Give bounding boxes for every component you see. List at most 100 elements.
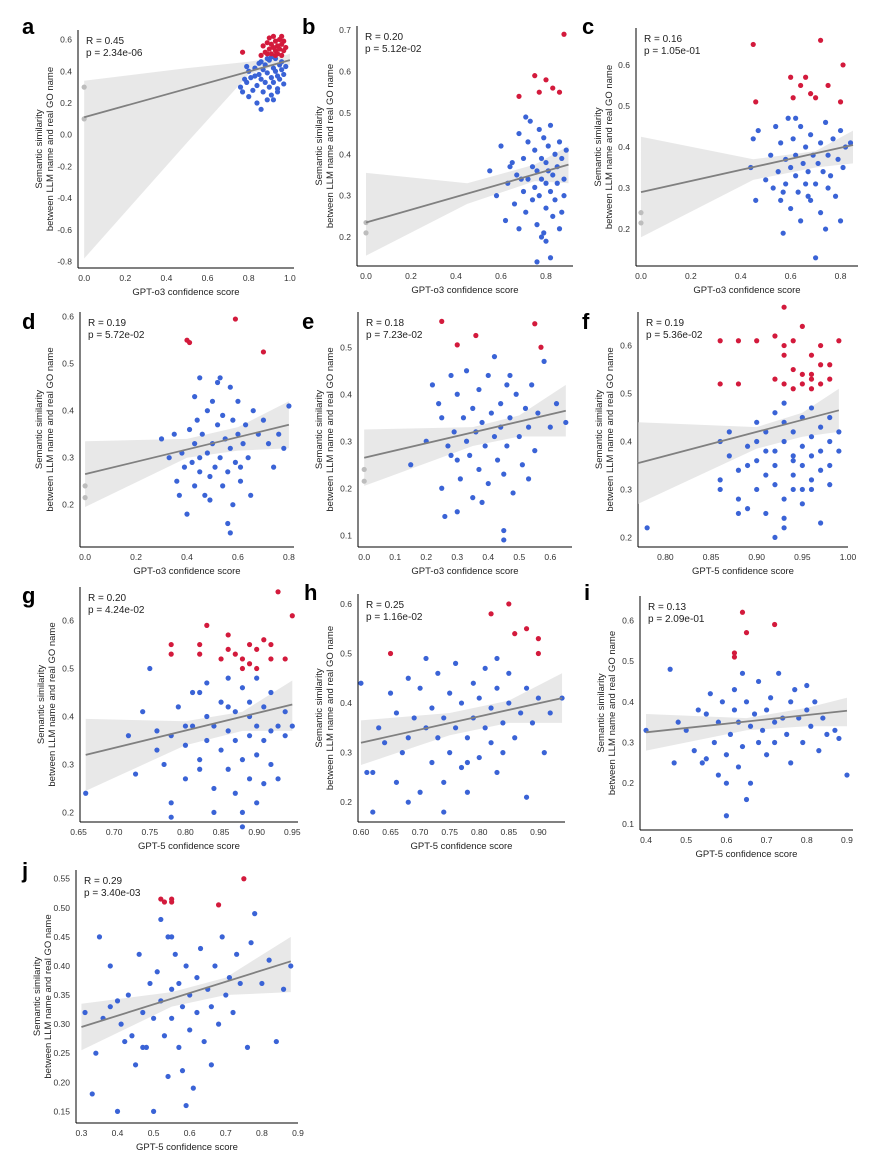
x-axis-label: GPT-5 confidence score	[138, 841, 240, 852]
data-point	[827, 414, 833, 421]
data-point	[175, 704, 181, 710]
highlight-point	[803, 74, 809, 80]
x-tick-label: 0.0	[358, 552, 370, 562]
data-point	[835, 156, 841, 162]
y-tick-label: 0.5	[62, 664, 74, 674]
data-point	[204, 450, 210, 456]
data-point	[239, 824, 246, 830]
data-point	[507, 164, 513, 170]
data-point	[711, 739, 717, 746]
highlight-point	[772, 333, 778, 339]
data-point	[254, 82, 260, 89]
data-point	[667, 666, 673, 672]
data-point	[559, 209, 565, 215]
data-point	[824, 731, 830, 737]
data-point	[805, 169, 811, 175]
confidence-band	[364, 384, 566, 486]
x-tick-label: 0.6	[495, 271, 507, 281]
data-point	[510, 490, 516, 496]
data-point	[197, 469, 203, 475]
data-point	[808, 486, 815, 493]
data-point	[282, 709, 288, 715]
y-tick-label: 0.4	[60, 66, 72, 76]
highlight-point	[387, 650, 394, 657]
data-point	[830, 136, 836, 142]
r-value: R = 0.45	[86, 36, 125, 47]
data-point	[703, 711, 709, 717]
y-axis-label: Semantic similaritybetween LLM name and …	[594, 347, 616, 511]
data-point	[246, 733, 253, 739]
data-point	[836, 448, 842, 454]
y-tick-label: 0.30	[53, 1019, 70, 1029]
data-point	[695, 707, 701, 713]
data-point	[382, 740, 388, 746]
data-point	[726, 429, 732, 435]
data-point	[808, 434, 815, 440]
excluded-point	[638, 220, 644, 226]
data-point	[812, 255, 819, 261]
y-axis-label-line: Semantic similarity	[596, 673, 607, 752]
panel-j: 0.3 0.4 0.5 0.6 0.7 0.8 0.9 0.15 0.20 0.25 0.30 0.3…	[21, 858, 304, 1153]
data-point	[772, 462, 778, 469]
y-tick-label: 0.3	[340, 436, 352, 446]
panel-e: 0.0 0.1 0.2 0.3 0.4 0.5 0.6 0.1 0.2 0.3 0.4 0.5 R = …	[302, 309, 572, 577]
data-point	[507, 415, 513, 421]
data-point	[731, 707, 738, 713]
x-tick-label: 0.8	[835, 271, 847, 281]
data-point	[254, 723, 260, 729]
data-point	[192, 483, 198, 489]
data-point	[817, 210, 824, 216]
highlight-point	[781, 381, 787, 387]
x-tick-label: 0.8	[540, 271, 552, 281]
y-tick-label: 0.4	[622, 697, 634, 707]
data-point	[763, 707, 770, 713]
data-point	[250, 408, 256, 414]
data-point	[217, 375, 223, 381]
data-point	[441, 779, 447, 785]
panel-b: 0.0 0.2 0.4 0.6 0.8 0.2 0.3 0.4 0.5 0.6 0.7 R = 0.2…	[302, 14, 573, 296]
data-point	[260, 417, 267, 423]
data-point	[227, 530, 233, 536]
data-point	[244, 1044, 251, 1050]
data-point	[165, 934, 171, 940]
data-point	[482, 725, 488, 731]
panel-letter: h	[304, 580, 317, 605]
y-tick-label: 0.15	[53, 1106, 70, 1116]
data-point	[182, 742, 189, 748]
data-point	[93, 1050, 99, 1056]
data-point	[790, 458, 796, 464]
data-point	[790, 136, 796, 142]
data-point	[268, 92, 274, 98]
data-point	[800, 739, 806, 746]
data-point	[176, 980, 182, 987]
data-point	[561, 193, 567, 199]
panel-f: 0.80 0.85 0.90 0.95 1.00 0.2 0.3 0.4 0.5 0.6 R = 0…	[582, 304, 857, 577]
panel-d: 0.0 0.2 0.4 0.6 0.8 0.2 0.3 0.4 0.5 0.6 R = 0.19p …	[22, 309, 295, 577]
data-point	[244, 63, 250, 70]
data-point	[792, 687, 798, 693]
x-tick-label: 0.2	[420, 552, 432, 562]
y-tick-label: 0.3	[618, 183, 630, 193]
x-tick-label: 0.80	[657, 552, 674, 562]
highlight-point	[239, 49, 246, 55]
data-point	[763, 177, 769, 183]
data-point	[264, 97, 270, 103]
data-point	[534, 259, 540, 265]
x-tick-label: 0.4	[482, 552, 494, 562]
data-point	[237, 980, 243, 987]
data-point	[158, 916, 164, 923]
excluded-point	[82, 483, 88, 489]
data-point	[165, 1073, 171, 1080]
data-point	[266, 957, 272, 963]
y-tick-label: 0.2	[60, 98, 72, 108]
highlight-point	[735, 338, 742, 344]
data-point	[536, 126, 542, 133]
y-tick-label: 0.4	[340, 698, 352, 708]
data-point	[197, 375, 203, 381]
y-axis-label-line: between LLM name and real GO name	[45, 347, 56, 511]
x-tick-label: 0.60	[353, 827, 370, 837]
highlight-point	[268, 656, 274, 662]
panel-letter: d	[22, 309, 35, 334]
data-point	[179, 1068, 186, 1074]
highlight-point	[837, 99, 844, 105]
